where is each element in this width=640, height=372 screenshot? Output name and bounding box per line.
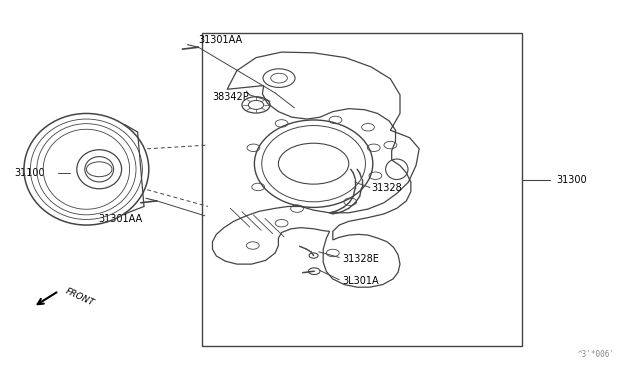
Text: 38342P: 38342P [212, 93, 249, 102]
Text: 31328E: 31328E [342, 254, 380, 263]
Text: FRONT: FRONT [64, 287, 95, 308]
Text: 31100: 31100 [14, 168, 45, 178]
Text: 31301AA: 31301AA [198, 35, 243, 45]
Text: ^3'*006': ^3'*006' [577, 350, 614, 359]
Text: 3L301A: 3L301A [342, 276, 379, 286]
Text: 31301AA: 31301AA [98, 214, 142, 224]
Text: 31300: 31300 [557, 176, 588, 185]
Bar [202, 33, 522, 346]
Text: 31328: 31328 [371, 183, 402, 193]
